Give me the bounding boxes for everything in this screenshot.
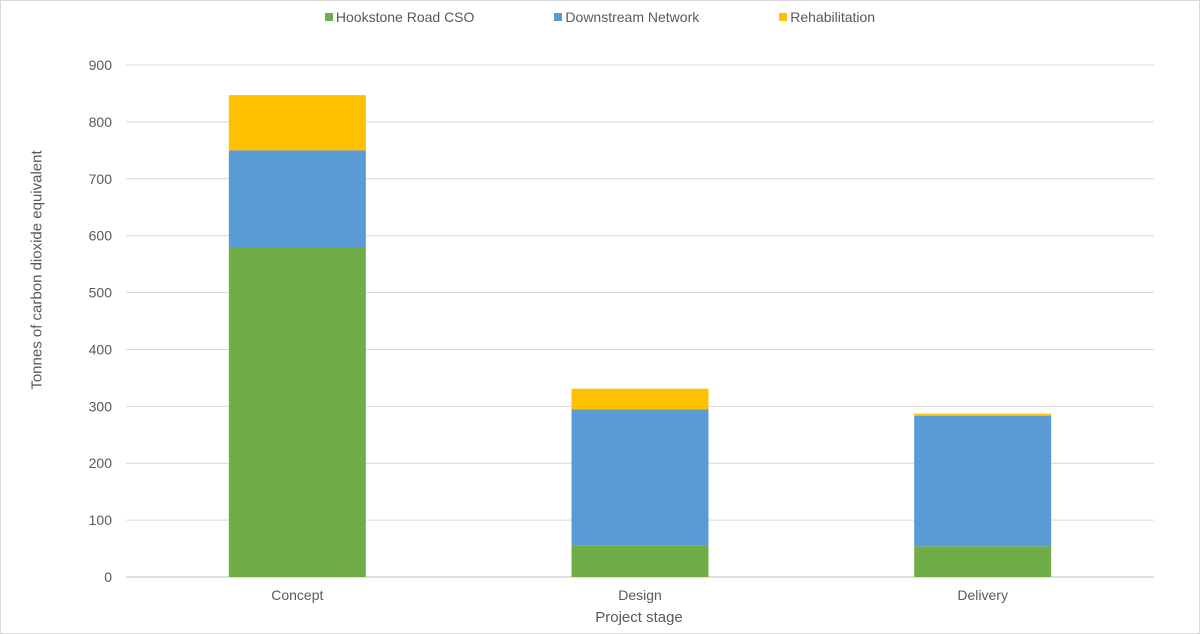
y-tick-label: 500 [89,285,113,301]
bar-segment [571,545,709,577]
bar-segment [228,247,366,578]
y-tick-label: 300 [89,398,113,414]
y-tick-label: 800 [89,114,113,130]
bar-segment [228,150,366,248]
bar-segment [571,409,709,546]
bar-segment [914,546,1052,577]
bar-segment [914,413,1052,417]
y-tick-label: 600 [89,228,113,244]
bar-segment [571,388,709,410]
y-tick-label: 100 [89,512,113,528]
legend-label: Downstream Network [565,9,700,25]
x-axis-label: Project stage [595,609,683,626]
legend-swatch [554,13,563,21]
legend-swatch [779,13,788,21]
legend-label: Hookstone Road CSO [335,9,475,25]
legend-label: Rehabilitation [790,9,876,25]
x-tick-label: Design [618,587,662,603]
legend: Hookstone Road CSO Downstream Network Reha… [0,9,1200,25]
legend-item: Hookstone Road CSO [324,9,475,25]
bar-segment [228,95,366,151]
y-tick-label: 0 [104,569,112,585]
y-tick-label: 900 [89,57,113,73]
legend-item: Downstream Network [554,9,699,25]
legend-item: Rehabilitation [779,9,875,25]
legend-swatch [324,13,333,21]
y-tick-label: 200 [89,455,113,471]
x-tick-label: Concept [271,587,323,603]
y-axis-label: Tonnes of carbon dioxide equivalent [28,150,46,390]
y-tick-label: 700 [89,171,113,187]
x-tick-label: Delivery [957,587,1008,603]
bar-segment [914,416,1052,547]
y-tick-label: 400 [89,341,113,357]
